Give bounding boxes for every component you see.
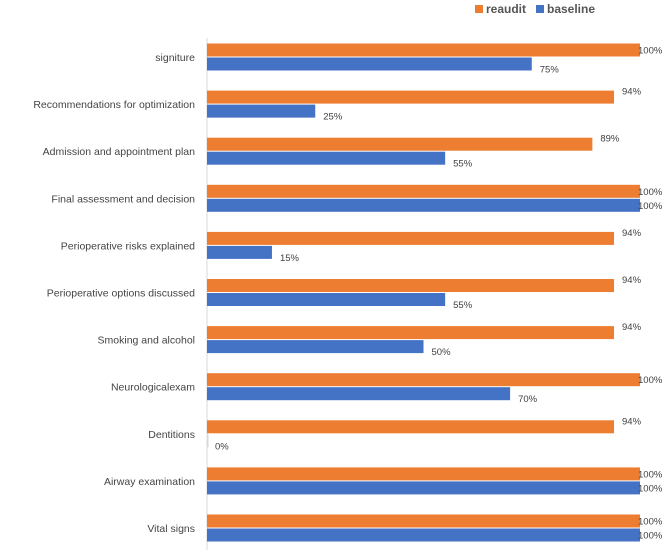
bar-baseline	[207, 528, 640, 542]
bar-baseline	[207, 151, 446, 165]
bar-reaudit	[207, 279, 615, 292]
bar-reaudit	[207, 326, 615, 340]
data-label-baseline: 50%	[432, 347, 452, 358]
category-label: Smoking and alcohol	[98, 335, 195, 347]
category-label: Admission and appointment plan	[43, 146, 196, 158]
category-label: Neurologicalexam	[111, 382, 195, 394]
data-label-reaudit: 100%	[638, 187, 663, 198]
legend-label-baseline: baseline	[547, 2, 595, 16]
bar-baseline	[207, 481, 640, 495]
bar-baseline	[207, 293, 446, 306]
category-label: Perioperative risks explained	[61, 240, 195, 252]
bar-baseline	[207, 387, 511, 401]
bar-baseline	[207, 198, 640, 212]
category-label: Vital signs	[147, 523, 195, 535]
data-label-reaudit: 94%	[622, 275, 642, 286]
bar-reaudit	[207, 184, 640, 198]
data-label-baseline: 100%	[638, 531, 663, 542]
data-label-reaudit: 100%	[638, 517, 663, 528]
bar-stub-baseline	[207, 434, 209, 448]
category-label: Recommendations for optimization	[33, 99, 195, 111]
data-label-baseline: 25%	[323, 112, 343, 123]
bar-baseline	[207, 340, 424, 354]
data-label-baseline: 15%	[280, 253, 300, 264]
data-label-reaudit: 100%	[638, 375, 663, 386]
bar-baseline	[207, 104, 316, 118]
bar-reaudit	[207, 514, 640, 528]
bar-reaudit	[207, 43, 640, 57]
data-label-baseline: 0%	[215, 441, 229, 452]
bar-reaudit	[207, 373, 640, 387]
data-label-reaudit: 94%	[622, 416, 642, 427]
bar-baseline	[207, 57, 532, 71]
data-label-baseline: 70%	[518, 394, 538, 405]
category-label: Perioperative options discussed	[47, 288, 195, 300]
bar-reaudit	[207, 467, 640, 481]
data-label-baseline: 100%	[638, 483, 663, 494]
legend-label-reaudit: reaudit	[486, 2, 526, 16]
bar-baseline	[207, 245, 272, 259]
data-label-reaudit: 94%	[622, 322, 642, 333]
data-label-baseline: 100%	[638, 201, 663, 212]
legend: reaudit baseline	[475, 2, 595, 16]
bar-reaudit	[207, 137, 593, 151]
category-label: signiture	[155, 52, 195, 64]
bar-reaudit	[207, 90, 615, 104]
data-label-baseline: 55%	[453, 300, 473, 311]
data-label-reaudit: 94%	[622, 228, 642, 239]
category-label: Final assessment and decision	[51, 193, 195, 205]
bar-reaudit	[207, 231, 615, 245]
data-label-baseline: 55%	[453, 159, 473, 170]
data-label-reaudit: 100%	[638, 469, 663, 480]
bar-reaudit	[207, 420, 615, 434]
data-label-baseline: 75%	[540, 65, 560, 76]
category-label: Airway examination	[104, 476, 195, 488]
data-label-reaudit: 89%	[600, 134, 620, 145]
category-label: Dentitions	[148, 429, 195, 441]
legend-swatch-reaudit	[475, 5, 483, 13]
legend-swatch-baseline	[536, 5, 544, 13]
data-label-reaudit: 94%	[622, 87, 642, 98]
data-label-reaudit: 100%	[638, 46, 663, 57]
plot-area: signiture 100% 75% Recommendations for opti…	[33, 43, 663, 542]
